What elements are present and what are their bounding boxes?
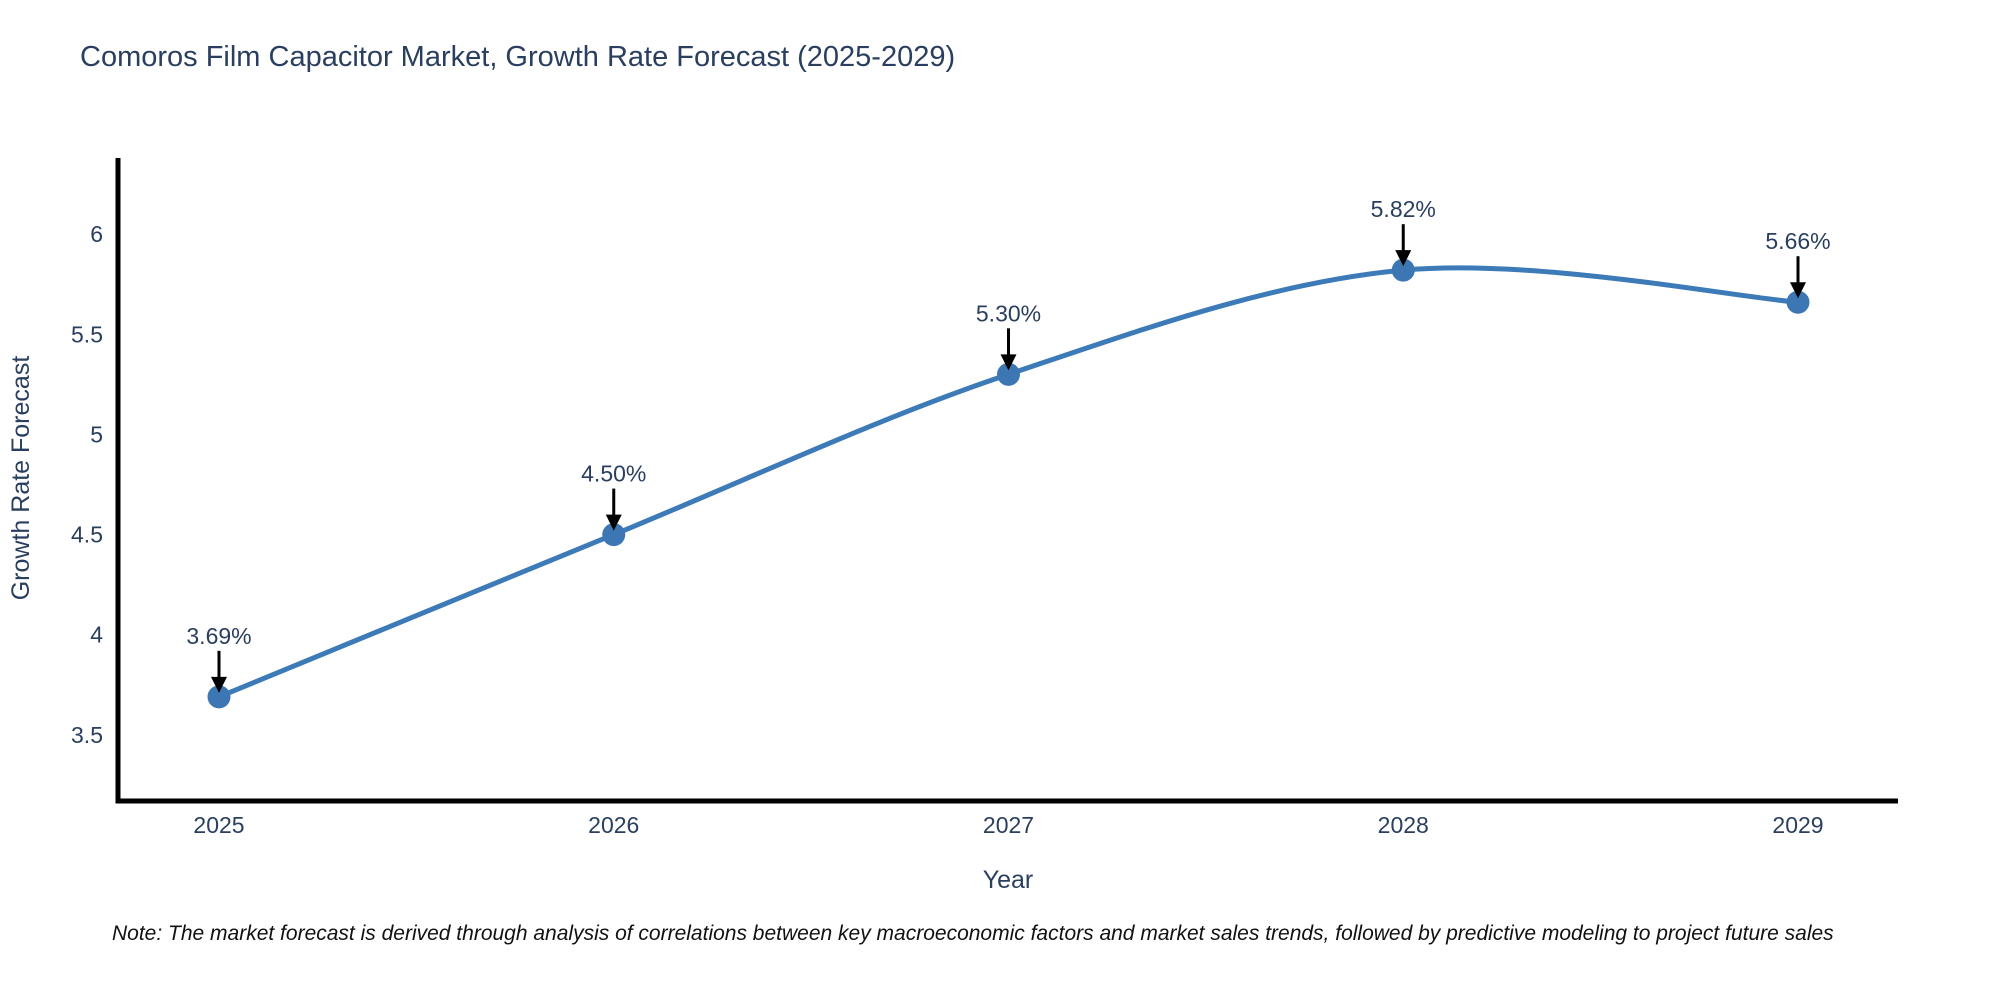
data-point-2026 [602,523,626,547]
data-point-2029 [1786,290,1810,314]
x-tick-label: 2025 [193,812,244,838]
y-axis-title: Growth Rate Forecast [7,356,35,601]
annotation-label: 3.69% [186,623,251,649]
data-point-2025 [207,685,231,709]
chart-title: Comoros Film Capacitor Market, Growth Ra… [80,41,956,73]
annotation-arrow-head [605,514,622,531]
y-tick-label: 6 [90,221,103,247]
data-point-2027 [997,362,1020,386]
annotation-arrow-head [211,676,227,693]
y-tick-label: 5 [90,421,103,447]
x-axis-title: Year [983,866,1034,894]
y-tick-label: 4.5 [71,522,103,548]
annotation-arrow-head [1395,250,1412,267]
annotation-label: 5.30% [976,300,1041,326]
x-tick-label: 2026 [588,812,639,838]
annotation-arrow-head [1790,282,1806,299]
annotation-label: 5.82% [1371,196,1436,222]
y-tick-label: 3.5 [71,722,103,748]
footnote: Note: The market forecast is derived thr… [112,922,1834,945]
x-tick-label: 2029 [1772,812,1823,838]
x-tick-label: 2027 [983,812,1034,838]
annotation-label: 4.50% [581,461,646,487]
y-tick-label: 4 [90,622,103,648]
data-point-2028 [1391,258,1415,282]
annotation-label: 5.66% [1765,228,1830,254]
x-tick-label: 2028 [1378,812,1429,838]
annotation-arrow-head [1000,354,1017,371]
y-tick-label: 5.5 [71,321,103,347]
